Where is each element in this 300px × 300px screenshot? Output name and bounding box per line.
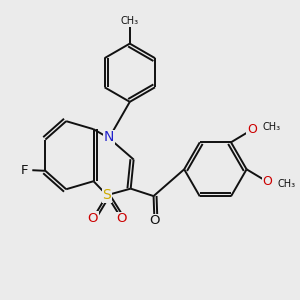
- Text: O: O: [116, 212, 127, 226]
- Text: F: F: [21, 164, 28, 177]
- Text: O: O: [262, 175, 272, 188]
- Text: CH₃: CH₃: [278, 179, 296, 189]
- Text: CH₃: CH₃: [121, 16, 139, 26]
- Text: O: O: [247, 123, 257, 136]
- Text: O: O: [88, 212, 98, 225]
- Text: N: N: [104, 130, 114, 144]
- Text: S: S: [103, 188, 111, 202]
- Text: O: O: [149, 214, 160, 227]
- Text: CH₃: CH₃: [262, 122, 280, 132]
